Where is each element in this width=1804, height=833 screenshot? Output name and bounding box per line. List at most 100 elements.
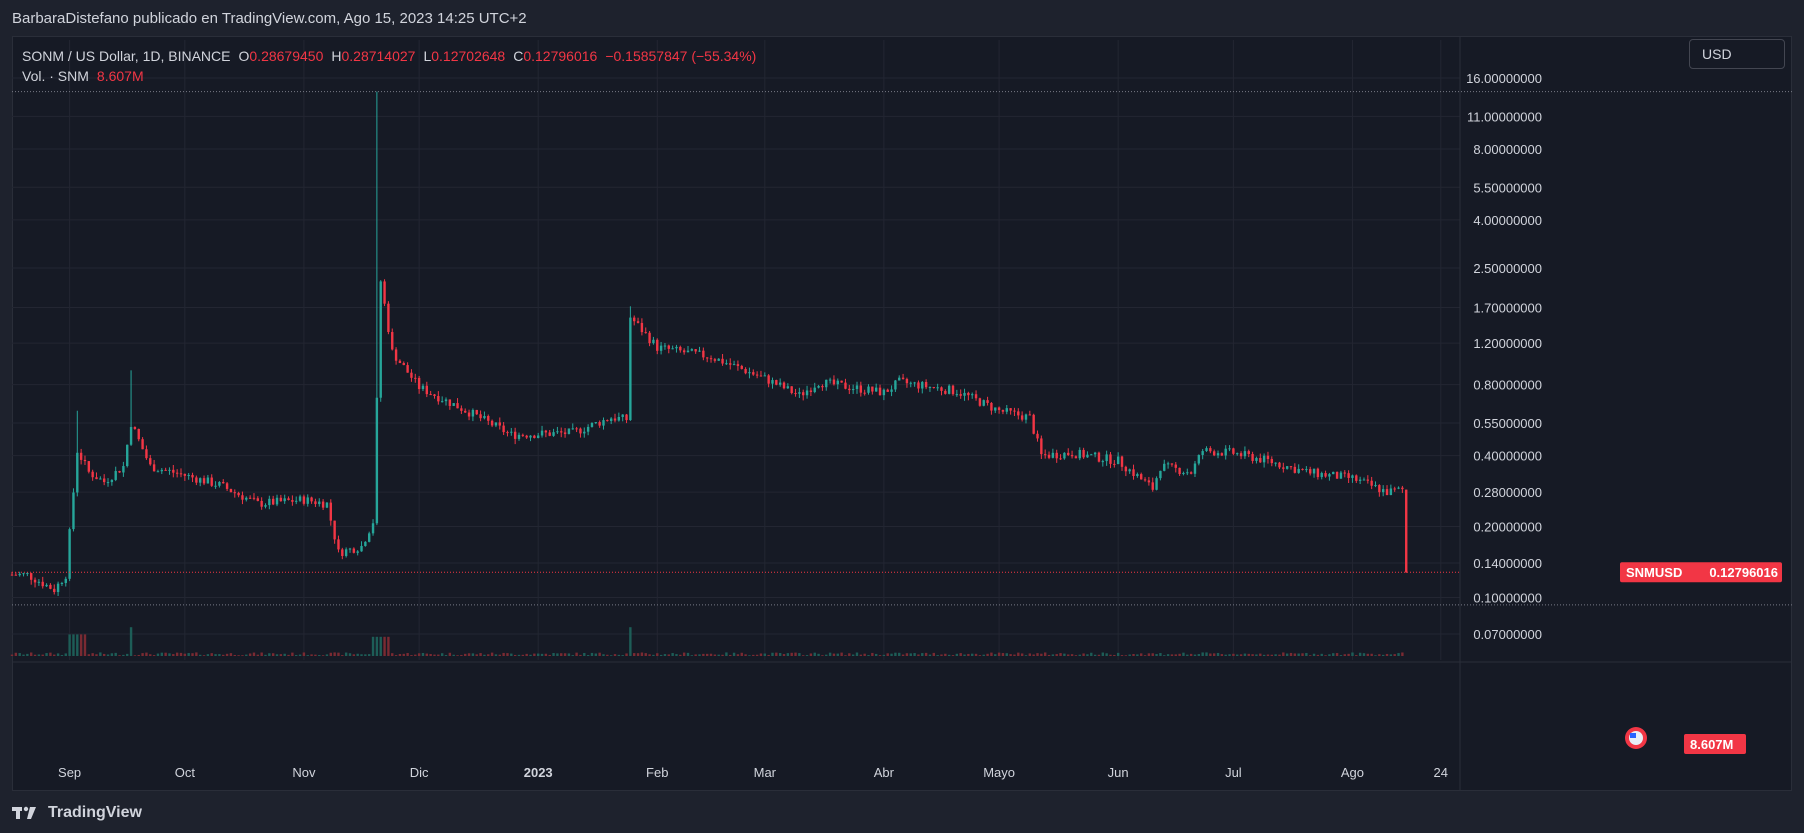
candle-body[interactable] (298, 496, 302, 501)
candle-body[interactable] (1032, 414, 1035, 434)
candle-body[interactable] (982, 400, 985, 406)
candle-body[interactable] (1109, 454, 1112, 464)
candle-body[interactable] (813, 387, 816, 392)
candle-body[interactable] (617, 416, 621, 421)
candle-body[interactable] (890, 389, 893, 392)
candle-body[interactable] (606, 420, 609, 422)
candle-body[interactable] (199, 478, 202, 483)
candle-body[interactable] (517, 434, 521, 439)
candle-body[interactable] (33, 579, 37, 583)
candle-body[interactable] (26, 573, 29, 575)
candle-body[interactable] (709, 358, 713, 360)
candle-body[interactable] (759, 375, 763, 377)
candle-body[interactable] (794, 393, 797, 395)
candle-body[interactable] (241, 495, 244, 500)
candle-body[interactable] (798, 392, 801, 394)
candle-body[interactable] (1239, 453, 1243, 457)
candle-body[interactable] (291, 500, 294, 502)
candle-body[interactable] (1366, 479, 1370, 481)
symbol-label[interactable]: SONM / US Dollar, 1D, BINANCE (22, 48, 231, 64)
candle-body[interactable] (805, 390, 809, 396)
candle-body[interactable] (771, 380, 774, 384)
candle-body[interactable] (633, 317, 636, 322)
candle-body[interactable] (963, 392, 966, 396)
candle-body[interactable] (786, 386, 790, 389)
candle-body[interactable] (1293, 466, 1297, 473)
candle-body[interactable] (1005, 408, 1008, 412)
candle-body[interactable] (360, 545, 363, 552)
candle-body[interactable] (1351, 475, 1354, 478)
candle-body[interactable] (95, 477, 98, 480)
candle-body[interactable] (1051, 452, 1055, 458)
candle-body[interactable] (1220, 453, 1224, 456)
candle-body[interactable] (68, 529, 71, 579)
candle-body[interactable] (874, 387, 878, 392)
candle-body[interactable] (333, 520, 336, 540)
candle-body[interactable] (91, 471, 94, 478)
candle-body[interactable] (936, 387, 939, 389)
candle-body[interactable] (736, 364, 740, 366)
candle-body[interactable] (1028, 414, 1032, 416)
candle-body[interactable] (1309, 469, 1312, 474)
candle-body[interactable] (629, 317, 632, 421)
candle-body[interactable] (609, 418, 613, 421)
candle-body[interactable] (1024, 414, 1028, 420)
candle-body[interactable] (137, 428, 140, 440)
candle-body[interactable] (1159, 470, 1162, 479)
candle-body[interactable] (141, 439, 144, 450)
candle-body[interactable] (586, 426, 590, 432)
candle-body[interactable] (705, 357, 709, 359)
candle-body[interactable] (1212, 451, 1216, 456)
candle-body[interactable] (1170, 463, 1174, 465)
candle-body[interactable] (932, 386, 936, 388)
candle-body[interactable] (102, 478, 106, 483)
candle-body[interactable] (1140, 474, 1143, 480)
candle-body[interactable] (1247, 451, 1250, 455)
candle-body[interactable] (14, 574, 18, 576)
candle-body[interactable] (1020, 415, 1024, 420)
candle-body[interactable] (1116, 456, 1120, 465)
candle-body[interactable] (579, 428, 582, 434)
candle-body[interactable] (506, 432, 509, 434)
candle-body[interactable] (1174, 464, 1177, 468)
candle-body[interactable] (1389, 488, 1393, 496)
candle-body[interactable] (721, 358, 724, 364)
candle-body[interactable] (1166, 463, 1170, 465)
candle-body[interactable] (867, 386, 870, 393)
candle-body[interactable] (598, 422, 601, 426)
candle-body[interactable] (490, 420, 494, 426)
candle-body[interactable] (752, 372, 755, 375)
candle-body[interactable] (947, 385, 951, 394)
candle-body[interactable] (1101, 461, 1105, 463)
candle-body[interactable] (732, 364, 736, 366)
candle-body[interactable] (940, 387, 943, 391)
candle-body[interactable] (1155, 478, 1158, 490)
candle-body[interactable] (1059, 458, 1062, 460)
candle-body[interactable] (149, 458, 152, 465)
candle-body[interactable] (556, 431, 559, 433)
candle-body[interactable] (1262, 455, 1266, 463)
candle-body[interactable] (225, 483, 229, 489)
candle-body[interactable] (325, 502, 329, 508)
candle-body[interactable] (855, 385, 859, 390)
candle-body[interactable] (717, 358, 720, 361)
candle-body[interactable] (967, 392, 970, 396)
candle-body[interactable] (60, 582, 64, 584)
candle-body[interactable] (183, 473, 187, 476)
candle-body[interactable] (1178, 467, 1181, 475)
candle-body[interactable] (1082, 449, 1085, 458)
candle-body[interactable] (1266, 455, 1270, 460)
candle-body[interactable] (1009, 408, 1012, 411)
candle-body[interactable] (544, 430, 548, 433)
candle-body[interactable] (1147, 480, 1151, 483)
candle-body[interactable] (725, 363, 728, 365)
candle-body[interactable] (1358, 479, 1362, 481)
candle-body[interactable] (1335, 471, 1339, 479)
candle-body[interactable] (529, 435, 532, 438)
candle-body[interactable] (1370, 480, 1373, 486)
candle-body[interactable] (64, 578, 67, 583)
candle-body[interactable] (913, 382, 916, 384)
candle-body[interactable] (778, 382, 782, 385)
candle-body[interactable] (1067, 452, 1070, 456)
candle-body[interactable] (367, 533, 371, 542)
